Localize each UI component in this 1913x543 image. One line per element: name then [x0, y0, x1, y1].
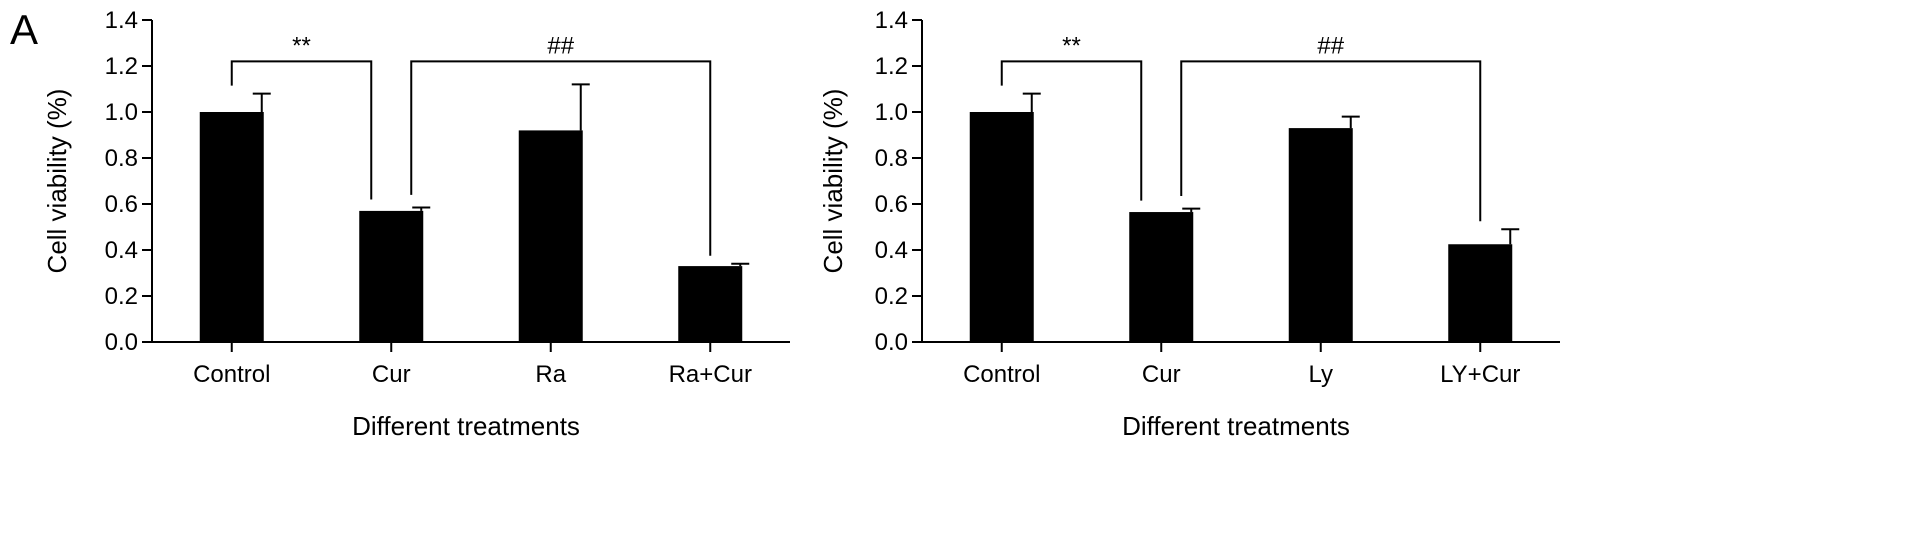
y-tick-label: 0.4	[875, 237, 908, 264]
y-tick-label: 0.6	[875, 191, 908, 218]
significance-label: **	[1062, 32, 1081, 59]
x-tick-label: Ly	[1309, 361, 1333, 388]
x-tick-label: Cur	[1142, 361, 1181, 388]
bar-ly-cur	[1448, 244, 1513, 342]
bar-control	[969, 112, 1034, 342]
y-tick-label: 0.0	[105, 329, 138, 356]
x-tick-label: Control	[193, 361, 270, 388]
bar-cur	[1129, 212, 1194, 342]
y-tick-label: 0.2	[875, 283, 908, 310]
x-tick-label: Cur	[372, 361, 411, 388]
bar-control	[199, 112, 264, 342]
bar-ra-cur	[678, 266, 743, 342]
y-tick-label: 0.8	[875, 145, 908, 172]
x-tick-label: Ra	[535, 361, 566, 388]
y-tick-label: 1.2	[105, 53, 138, 80]
x-axis-label: Different treatments	[1122, 411, 1350, 441]
chart-panel-2: 0.0 0.2 0.4 0.6 0.8 1.0 1.2 1.4 Control Cur Ly LY+C…	[818, 7, 1560, 441]
x-tick-label: Control	[963, 361, 1040, 388]
y-tick-label: 1.4	[875, 7, 908, 34]
significance-label: **	[292, 32, 311, 59]
x-tick-label: Ra+Cur	[669, 361, 752, 388]
significance-bracket	[1180, 60, 1482, 222]
panel-label: A	[10, 6, 39, 53]
y-tick-label: 1.4	[105, 7, 138, 34]
significance-label: ##	[1317, 32, 1344, 59]
x-tick-label: LY+Cur	[1440, 361, 1520, 388]
y-tick-label: 1.0	[105, 99, 138, 126]
significance-bracket	[1000, 60, 1143, 201]
y-tick-label: 0.8	[105, 145, 138, 172]
y-axis-label: Cell viability (%)	[818, 89, 848, 274]
y-tick-label: 0.0	[875, 329, 908, 356]
bar-ly	[1288, 128, 1353, 342]
y-tick-label: 1.0	[875, 99, 908, 126]
bar-cur	[359, 210, 424, 342]
y-tick-label: 0.2	[105, 283, 138, 310]
bar-ra	[518, 130, 583, 342]
significance-bracket	[230, 60, 373, 200]
significance-label: ##	[547, 32, 574, 59]
y-tick-label: 0.4	[105, 237, 138, 264]
chart-panel-1: 0.0 0.2 0.4 0.6 0.8 1.0 1.2 1.4 Control Cur Ra Ra+C…	[42, 7, 790, 441]
x-axis-label: Different treatments	[352, 411, 580, 441]
y-tick-label: 0.6	[105, 191, 138, 218]
y-axis-label: Cell viability (%)	[42, 89, 72, 274]
significance-bracket	[410, 60, 712, 256]
y-tick-label: 1.2	[875, 53, 908, 80]
